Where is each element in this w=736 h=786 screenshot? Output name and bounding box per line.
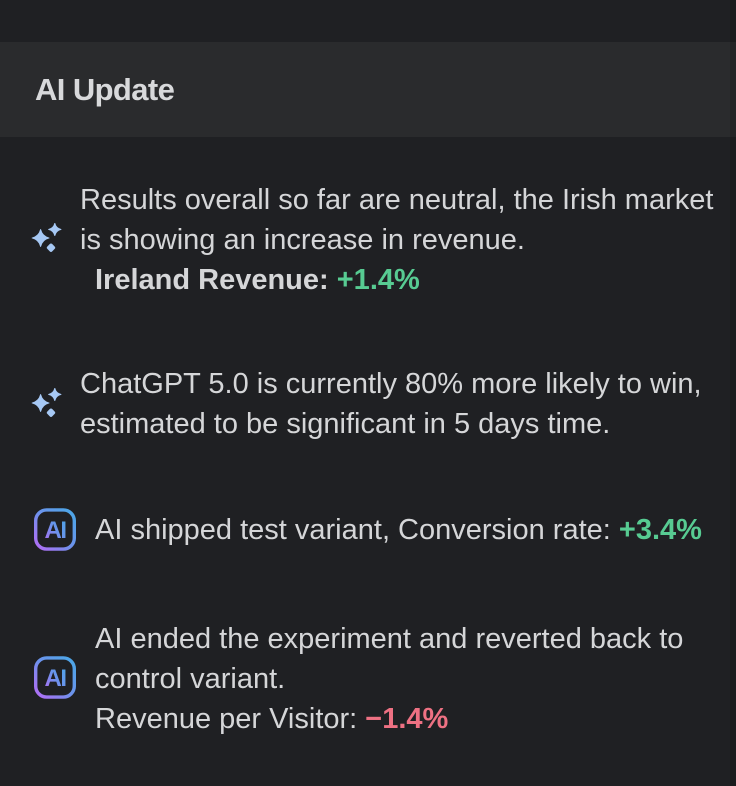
svg-text:AI: AI: [45, 517, 67, 544]
svg-text:AI: AI: [45, 665, 67, 692]
